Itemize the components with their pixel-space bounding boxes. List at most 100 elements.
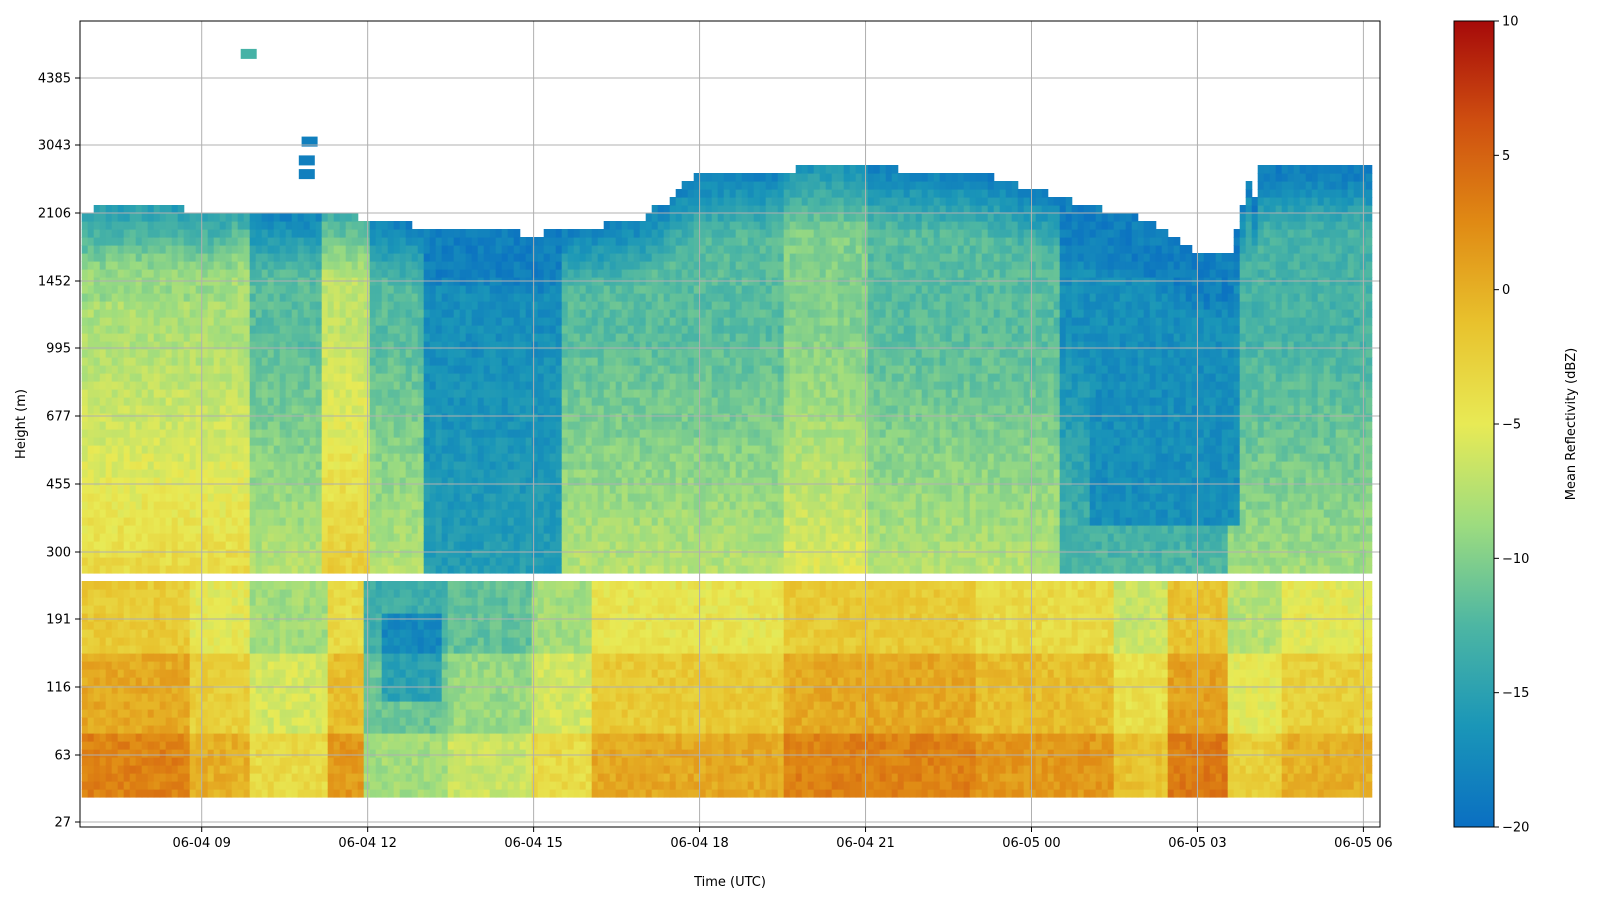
heatmap-cell [441,773,449,782]
heatmap-cell [387,589,395,598]
heatmap-cell [261,221,269,230]
heatmap-cell [429,485,437,494]
heatmap-cell [423,645,431,654]
heatmap-cell [165,429,173,438]
heatmap-cell [435,789,443,798]
heatmap-cell [255,293,263,302]
heatmap-cell [237,709,245,718]
heatmap-cell [237,237,245,246]
heatmap-cell [273,349,281,358]
heatmap-cell [363,309,371,318]
heatmap-cell [303,677,311,686]
heatmap-cell [477,501,485,510]
heatmap-cell [87,389,95,398]
heatmap-cell [321,677,329,686]
heatmap-cell [315,493,323,502]
heatmap-cell [279,533,287,542]
heatmap-cell [183,741,191,750]
heatmap-cell [195,685,203,694]
heatmap-cell [465,325,473,334]
heatmap-cell [363,765,371,774]
heatmap-cell [297,461,305,470]
heatmap-cell [405,621,413,630]
heatmap-cell [207,341,215,350]
heatmap-cell [453,725,461,734]
heatmap-cell [285,741,293,750]
heatmap-cell [327,501,335,510]
heatmap-cell [369,269,377,278]
heatmap-cell [159,541,167,550]
heatmap-cell [165,357,173,366]
heatmap-cell [261,605,269,614]
heatmap-cell [219,677,227,686]
heatmap-cell [321,581,329,590]
heatmap-cell [207,525,215,534]
heatmap-cell [297,485,305,494]
heatmap-cell [285,677,293,686]
heatmap-cell [321,285,329,294]
heatmap-cell [177,757,185,766]
heatmap-cell [285,501,293,510]
heatmap-cell [225,469,233,478]
heatmap-cell [453,373,461,382]
heatmap-cell [267,453,275,462]
heatmap-cell [429,301,437,310]
heatmap-cell [201,485,209,494]
heatmap-cell [435,685,443,694]
heatmap-cell [183,317,191,326]
heatmap-cell [297,421,305,430]
heatmap-cell [441,741,449,750]
heatmap-cell [447,493,455,502]
heatmap-cell [201,421,209,430]
heatmap-cell [153,613,161,622]
heatmap-cell [159,485,167,494]
heatmap-cell [465,781,473,790]
heatmap-cell [495,701,503,710]
heatmap-cell [159,221,167,230]
heatmap-cell [285,781,293,790]
heatmap-cell [489,677,497,686]
heatmap-cell [201,301,209,310]
heatmap-cell [363,685,371,694]
heatmap-cell [219,221,227,230]
heatmap-cell [291,245,299,254]
heatmap-cell [387,269,395,278]
heatmap-cell [249,661,257,670]
heatmap-cell [165,373,173,382]
heatmap-cell [201,261,209,270]
heatmap-cell [345,429,353,438]
heatmap-cell [297,293,305,302]
heatmap-cell [471,645,479,654]
heatmap-cell [201,461,209,470]
heatmap-cell [315,733,323,742]
heatmap-cell [333,629,341,638]
heatmap-cell [339,541,347,550]
heatmap-cell [243,453,251,462]
heatmap-cell [477,461,485,470]
heatmap-cell [333,733,341,742]
heatmap-cell [393,661,401,670]
heatmap-cell [351,397,359,406]
heatmap-cell [375,741,383,750]
heatmap-cell [309,397,317,406]
heatmap-cell [207,629,215,638]
heatmap-cell [381,549,389,558]
heatmap-cell [87,621,95,630]
heatmap-cell [495,757,503,766]
heatmap-cell [201,509,209,518]
heatmap-cell [81,629,89,638]
heatmap-cell [333,709,341,718]
heatmap-cell [399,357,407,366]
heatmap-cell [387,349,395,358]
heatmap-cell [387,533,395,542]
heatmap-cell [243,773,251,782]
heatmap-cell [141,213,149,222]
heatmap-cell [363,349,371,358]
heatmap-cell [459,325,467,334]
heatmap-cell [117,397,125,406]
heatmap-cell [279,725,287,734]
heatmap-cell [189,301,197,310]
heatmap-cell [411,765,419,774]
heatmap-cell [399,501,407,510]
heatmap-cell [435,541,443,550]
